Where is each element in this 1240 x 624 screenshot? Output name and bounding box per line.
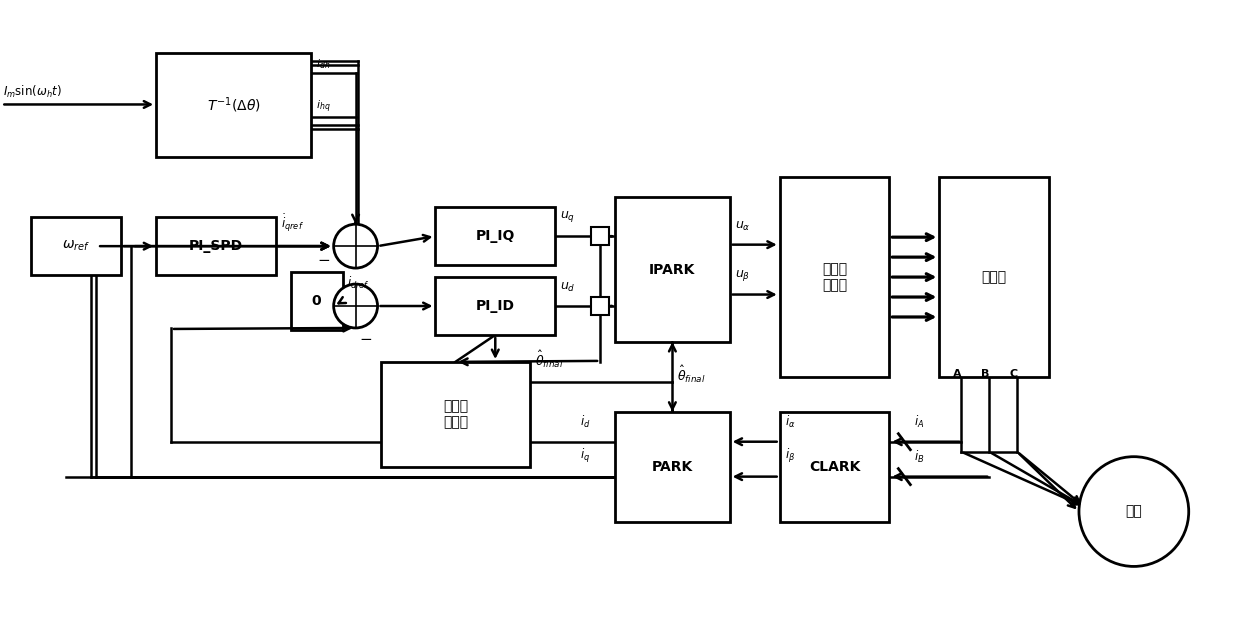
- Text: $i_{dh}$: $i_{dh}$: [316, 57, 330, 71]
- Circle shape: [334, 284, 377, 328]
- Text: $\hat{\theta}_{final}$: $\hat{\theta}_{final}$: [677, 364, 706, 385]
- Bar: [780, 177, 889, 377]
- Text: PI_ID: PI_ID: [476, 299, 515, 313]
- Text: 位置解
算补偿: 位置解 算补偿: [443, 399, 467, 429]
- Bar: [780, 412, 889, 522]
- Text: $I_m\sin(\omega_h t)$: $I_m\sin(\omega_h t)$: [4, 84, 62, 100]
- Bar: [435, 207, 556, 265]
- Circle shape: [334, 224, 377, 268]
- Text: PI_IQ: PI_IQ: [476, 229, 515, 243]
- Text: 电机: 电机: [1126, 505, 1142, 519]
- Bar: [156, 52, 311, 157]
- Text: $i_\alpha$: $i_\alpha$: [785, 414, 795, 430]
- Text: $i_{dref}$: $i_{dref}$: [347, 275, 370, 291]
- Text: $i_q$: $i_q$: [580, 447, 590, 465]
- Bar: [615, 412, 730, 522]
- Bar: [156, 217, 275, 275]
- Text: IPARK: IPARK: [650, 263, 696, 276]
- Text: $u_d$: $u_d$: [560, 281, 575, 294]
- Text: $u_\alpha$: $u_\alpha$: [735, 220, 750, 233]
- Text: B: B: [981, 369, 990, 379]
- Text: $\omega_{ref}$: $\omega_{ref}$: [62, 239, 91, 253]
- Text: $i_{hq}$: $i_{hq}$: [316, 99, 330, 115]
- Bar: [591, 297, 609, 315]
- Text: A: A: [954, 369, 962, 379]
- Text: PI_SPD: PI_SPD: [188, 239, 243, 253]
- Bar: [290, 272, 342, 330]
- Text: 空间矢
量调制: 空间矢 量调制: [822, 262, 847, 292]
- Bar: [591, 227, 609, 245]
- Text: $i_B$: $i_B$: [914, 449, 925, 465]
- Text: CLARK: CLARK: [808, 460, 861, 474]
- Text: $u_q$: $u_q$: [560, 209, 575, 224]
- Text: $\dot{i}_{qref}$: $\dot{i}_{qref}$: [280, 213, 304, 234]
- Text: $\hat{\theta}_{final}$: $\hat{\theta}_{final}$: [536, 349, 564, 370]
- Bar: [381, 362, 531, 467]
- Text: $-$: $-$: [358, 330, 372, 345]
- Bar: [31, 217, 122, 275]
- Text: C: C: [1009, 369, 1017, 379]
- Text: $i_A$: $i_A$: [914, 414, 925, 430]
- Bar: [435, 277, 556, 335]
- Bar: [939, 177, 1049, 377]
- Text: PARK: PARK: [652, 460, 693, 474]
- Circle shape: [1079, 457, 1189, 567]
- Text: 逆变器: 逆变器: [982, 270, 1007, 284]
- Text: $u_\beta$: $u_\beta$: [735, 268, 750, 283]
- Text: $-$: $-$: [317, 251, 331, 266]
- Text: $i_\beta$: $i_\beta$: [785, 447, 795, 465]
- Text: $T^{-1}(\Delta\theta)$: $T^{-1}(\Delta\theta)$: [207, 95, 260, 115]
- Text: 0: 0: [312, 294, 321, 308]
- Text: $i_d$: $i_d$: [580, 414, 590, 430]
- Bar: [615, 197, 730, 342]
